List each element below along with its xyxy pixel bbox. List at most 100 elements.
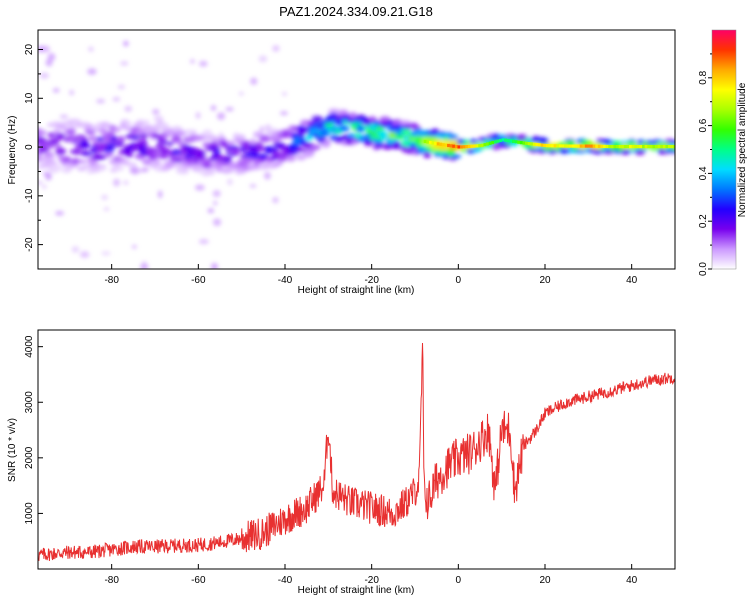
spectrogram-core-cell <box>462 145 466 149</box>
x-tick-label: 0 <box>456 575 462 586</box>
spectrogram-x-ticks: -80 -60 -40 -20 0 20 40 <box>104 264 638 286</box>
spectrogram-core-cell <box>467 144 471 149</box>
spectrogram-speckle <box>216 112 226 121</box>
spectrogram-core-cell <box>512 139 515 143</box>
spectrogram-speckle <box>59 114 69 119</box>
spectrogram-cell <box>394 134 406 140</box>
spectrogram-cell <box>113 127 122 132</box>
spectrogram-core-cell <box>642 144 645 149</box>
spectrogram-core-cell <box>600 144 604 148</box>
spectrogram-cell <box>373 140 385 146</box>
spectrogram-cell <box>60 121 69 126</box>
spectrogram-core-cell <box>501 138 505 142</box>
spectrogram-core-cell <box>478 144 482 148</box>
y-tick-label: -10 <box>24 188 35 203</box>
spectrogram-cell <box>202 161 214 169</box>
spectrogram-cell <box>311 115 324 123</box>
spectrogram-cell <box>269 146 278 154</box>
x-tick-label: -60 <box>191 575 206 586</box>
spectrogram-cell <box>126 162 138 168</box>
spectrogram-cell <box>328 108 340 115</box>
spectrogram-speckle <box>101 251 111 256</box>
spectrogram-core-cell <box>579 144 583 148</box>
spectrogram-core-cell <box>626 144 630 149</box>
spectrogram-core-cell <box>434 141 437 146</box>
spectrogram-cell <box>255 141 263 148</box>
spectrogram-speckle <box>79 251 90 259</box>
spectrogram-core-cell <box>527 142 531 146</box>
spectrogram-core-cell <box>647 144 651 149</box>
spectrogram-speckle <box>120 61 129 66</box>
spectrogram-core-cell <box>496 139 500 143</box>
spectrogram-core-cell <box>480 143 484 147</box>
snr-background <box>38 330 675 569</box>
spectrogram-y-label: Frequency (Hz) <box>7 116 18 185</box>
spectrogram-cell <box>244 156 252 164</box>
spectrogram-speckle <box>210 262 218 269</box>
spectrogram-cell <box>171 149 183 155</box>
spectrogram-core-cell <box>556 144 560 148</box>
x-tick-label: -20 <box>364 275 379 286</box>
spectrogram-core-cell <box>454 144 458 149</box>
spectrogram-speckle <box>113 178 121 187</box>
spectrogram-cell <box>153 159 162 165</box>
spectrogram-core-cell <box>660 144 664 149</box>
spectrogram-cell <box>223 168 235 174</box>
snr-panel: -80 -60 -40 -20 0 20 40 1000 2000 3000 4000 Heigh… <box>7 329 676 596</box>
spectrogram-cell <box>136 140 149 146</box>
spectrogram-cell <box>285 155 296 162</box>
x-tick-label: 0 <box>456 275 462 286</box>
spectrogram-speckle <box>238 91 244 96</box>
spectrogram-speckle <box>225 107 234 112</box>
spectrogram-cell <box>125 153 134 158</box>
spectrogram-cell <box>429 129 439 135</box>
spectrogram-cell <box>338 109 349 115</box>
spectrogram-core-cell <box>558 144 562 148</box>
spectrogram-core-cell <box>587 144 591 148</box>
snr-series-line <box>38 342 675 562</box>
spectrogram-core-cell <box>535 142 539 147</box>
spectrogram-cell <box>303 150 315 158</box>
spectrogram-core-cell <box>553 144 557 148</box>
spectrogram-speckle <box>141 167 149 172</box>
y-tick-label: 1000 <box>24 502 35 525</box>
spectrogram-cell <box>516 134 528 142</box>
spectrogram-cell <box>157 137 166 143</box>
spectrogram-cell <box>205 170 215 176</box>
spectrogram-core-cell <box>608 144 612 149</box>
spectrogram-cell <box>53 164 63 172</box>
spectrogram-cell <box>109 135 118 142</box>
colorbar-tick-label: 0.8 <box>698 70 709 84</box>
spectrogram-core-cell <box>639 144 643 149</box>
x-tick-label: -20 <box>364 575 379 586</box>
spectrogram-speckle <box>131 244 137 249</box>
spectrogram-core <box>423 138 675 149</box>
spectrogram-speckle <box>88 46 94 52</box>
spectrogram-cell <box>274 161 284 166</box>
spectrogram-cell <box>117 135 125 143</box>
spectrogram-core-cell <box>525 141 528 145</box>
figure-title: PAZ1.2024.334.09.21.G18 <box>279 4 433 19</box>
spectrogram-cell <box>152 133 163 139</box>
spectrogram-speckle <box>153 115 164 122</box>
spectrogram-core-cell <box>488 141 492 145</box>
spectrogram-panel: -80 -60 -40 -20 0 20 40 -20 -10 0 10 20 Height of … <box>7 29 676 296</box>
spectrogram-core-cell <box>483 143 487 147</box>
spectrogram-core-cell <box>621 144 625 149</box>
spectrogram-speckle <box>71 246 80 253</box>
spectrogram-cell <box>63 156 71 163</box>
spectrogram-cell <box>210 140 219 148</box>
colorbar-label: Normalized spectral amplitude <box>737 82 748 217</box>
spectrogram-core-cell <box>631 144 635 149</box>
spectrogram-cell <box>349 112 358 119</box>
x-tick-label: -60 <box>191 275 206 286</box>
spectrogram-cell <box>368 116 377 122</box>
spectrogram-cell <box>115 141 125 147</box>
spectrogram-speckle <box>140 263 149 269</box>
spectrogram-speckle <box>38 180 43 185</box>
spectrogram-cell <box>171 138 183 144</box>
spectrogram-core-cell <box>504 138 508 142</box>
spectrogram-cell <box>54 144 62 149</box>
spectrogram-cell <box>539 137 548 144</box>
colorbar-tick-label: 0.6 <box>698 118 709 132</box>
